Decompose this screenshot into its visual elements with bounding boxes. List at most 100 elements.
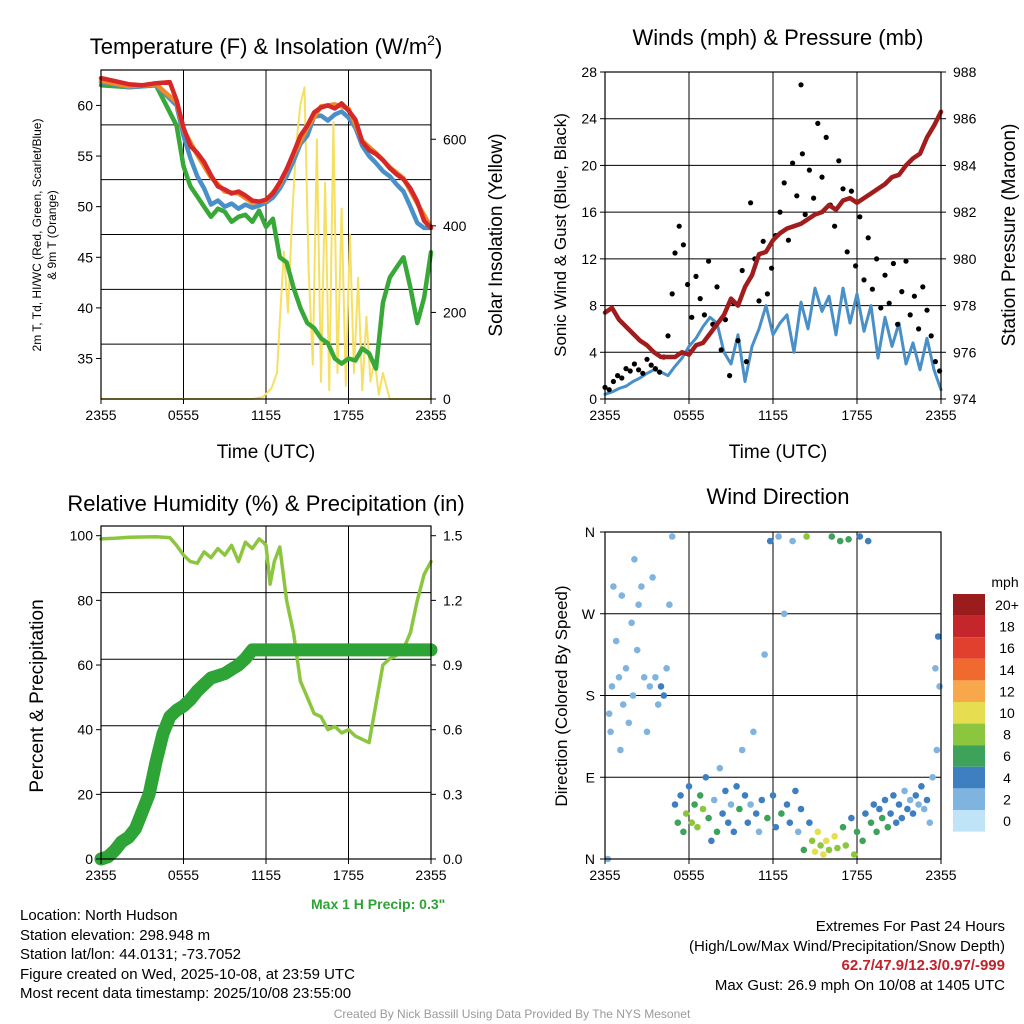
dir-point xyxy=(752,810,760,817)
dir-point xyxy=(755,828,763,836)
gust-point xyxy=(665,333,671,339)
dir-point xyxy=(607,728,614,736)
wind-y2tick-label: 984 xyxy=(953,157,977,173)
dir-point xyxy=(850,851,858,858)
gust-point xyxy=(916,326,922,332)
gust-point xyxy=(606,387,612,393)
gust-point xyxy=(924,307,930,313)
dir-point xyxy=(825,846,833,854)
dir-point xyxy=(643,728,651,736)
wind-ytick-label: 8 xyxy=(589,298,597,314)
wind-ytick-label: 4 xyxy=(589,344,597,360)
legend-title: mph xyxy=(991,574,1018,590)
credit-footer: Created By Nick Bassill Using Data Provi… xyxy=(333,1007,691,1021)
dir-point xyxy=(716,764,724,772)
temp-y2label: Solar Insolation (Yellow) xyxy=(486,133,507,336)
dir-point xyxy=(786,819,794,826)
wind-y2label: Station Pressure (Maroon) xyxy=(999,124,1020,347)
temp-ytick-label: 50 xyxy=(77,199,93,215)
created-text: Figure created on Wed, 2025-10-08, at 23… xyxy=(20,965,355,983)
legend-swatch xyxy=(953,788,985,810)
rh-title: Relative Humidity (%) & Precipitation (i… xyxy=(67,491,464,516)
wind-y2tick-label: 974 xyxy=(953,391,977,407)
gust-point xyxy=(669,291,675,297)
temp-series-2m-temperature xyxy=(98,75,434,231)
dir-ytick-label: W xyxy=(582,606,596,622)
gust-point xyxy=(615,373,621,379)
rh-y2tick-label: 0.3 xyxy=(443,786,463,802)
legend-label: 14 xyxy=(999,662,1015,678)
dir-point xyxy=(612,637,620,645)
dir-point xyxy=(836,537,844,545)
legend-label: 2 xyxy=(1003,791,1011,807)
dir-point xyxy=(605,710,613,717)
dir-point xyxy=(764,814,771,822)
rh-y2tick-label: 1.5 xyxy=(443,528,463,544)
dir-point xyxy=(936,683,943,690)
dir-point xyxy=(912,792,920,799)
dir-point xyxy=(797,805,805,813)
dir-point xyxy=(884,823,892,831)
dir-point xyxy=(654,701,662,708)
gust-point xyxy=(819,174,825,180)
dir-point xyxy=(730,828,738,836)
wind-ytick-label: 28 xyxy=(581,64,597,80)
temp-xtick-label: 1155 xyxy=(251,407,281,423)
gust-point xyxy=(676,223,682,229)
temp-series-2m-dewpoint xyxy=(98,82,434,371)
dir-point xyxy=(682,810,690,817)
dir-point xyxy=(750,728,757,736)
wind-ytick-label: 0 xyxy=(589,391,597,407)
dir-point xyxy=(867,819,875,826)
gust-point xyxy=(861,277,867,283)
dir-point xyxy=(635,601,642,608)
gust-point xyxy=(627,368,633,374)
wind-xtick-label: 1755 xyxy=(841,407,872,423)
legend-swatch xyxy=(953,680,985,702)
dir-point xyxy=(772,823,780,831)
dir-point xyxy=(608,683,616,690)
gust-point xyxy=(623,366,629,372)
dir-point xyxy=(747,801,754,808)
dir-xtick-label: 2355 xyxy=(925,867,956,883)
legend-swatch xyxy=(953,594,985,616)
dir-point xyxy=(625,719,633,727)
gust-point xyxy=(798,82,804,88)
dir-point xyxy=(878,814,886,822)
gust-point xyxy=(874,256,880,262)
gust-point xyxy=(928,333,934,339)
dir-point xyxy=(901,787,908,795)
wind-y2tick-label: 980 xyxy=(953,251,977,267)
dir-point xyxy=(820,851,827,858)
gust-point xyxy=(882,272,888,278)
dir-point xyxy=(898,814,906,822)
gust-point xyxy=(640,370,646,376)
rh-xtick-label: 0555 xyxy=(168,867,199,883)
temp-y2tick-label: 0 xyxy=(443,391,451,407)
temp-y2tick-label: 400 xyxy=(443,218,467,234)
dir-point xyxy=(780,610,788,618)
gust-point xyxy=(735,338,741,344)
dir-point xyxy=(920,805,928,813)
dir-point xyxy=(808,837,816,845)
wind-ytick-label: 12 xyxy=(581,251,597,267)
dir-title: Wind Direction xyxy=(706,484,849,509)
dir-point xyxy=(892,819,900,826)
gust-point xyxy=(785,237,792,243)
dir-point xyxy=(845,536,852,543)
dir-point xyxy=(915,801,922,808)
dir-point xyxy=(719,810,726,817)
legend-label: 18 xyxy=(999,619,1015,635)
dir-point xyxy=(640,674,648,681)
dir-point xyxy=(638,583,645,590)
gust-point xyxy=(718,347,724,353)
temp-ytick-label: 55 xyxy=(77,148,93,164)
rh-xtick-label: 1755 xyxy=(333,867,364,883)
dir-point xyxy=(738,746,746,754)
gust-point xyxy=(899,289,905,295)
rh-series-humidity xyxy=(99,534,433,745)
dir-point xyxy=(622,665,630,672)
temp-xtick-label: 0555 xyxy=(168,407,199,423)
dir-point xyxy=(890,792,897,799)
legend-label: 0 xyxy=(1003,813,1011,829)
